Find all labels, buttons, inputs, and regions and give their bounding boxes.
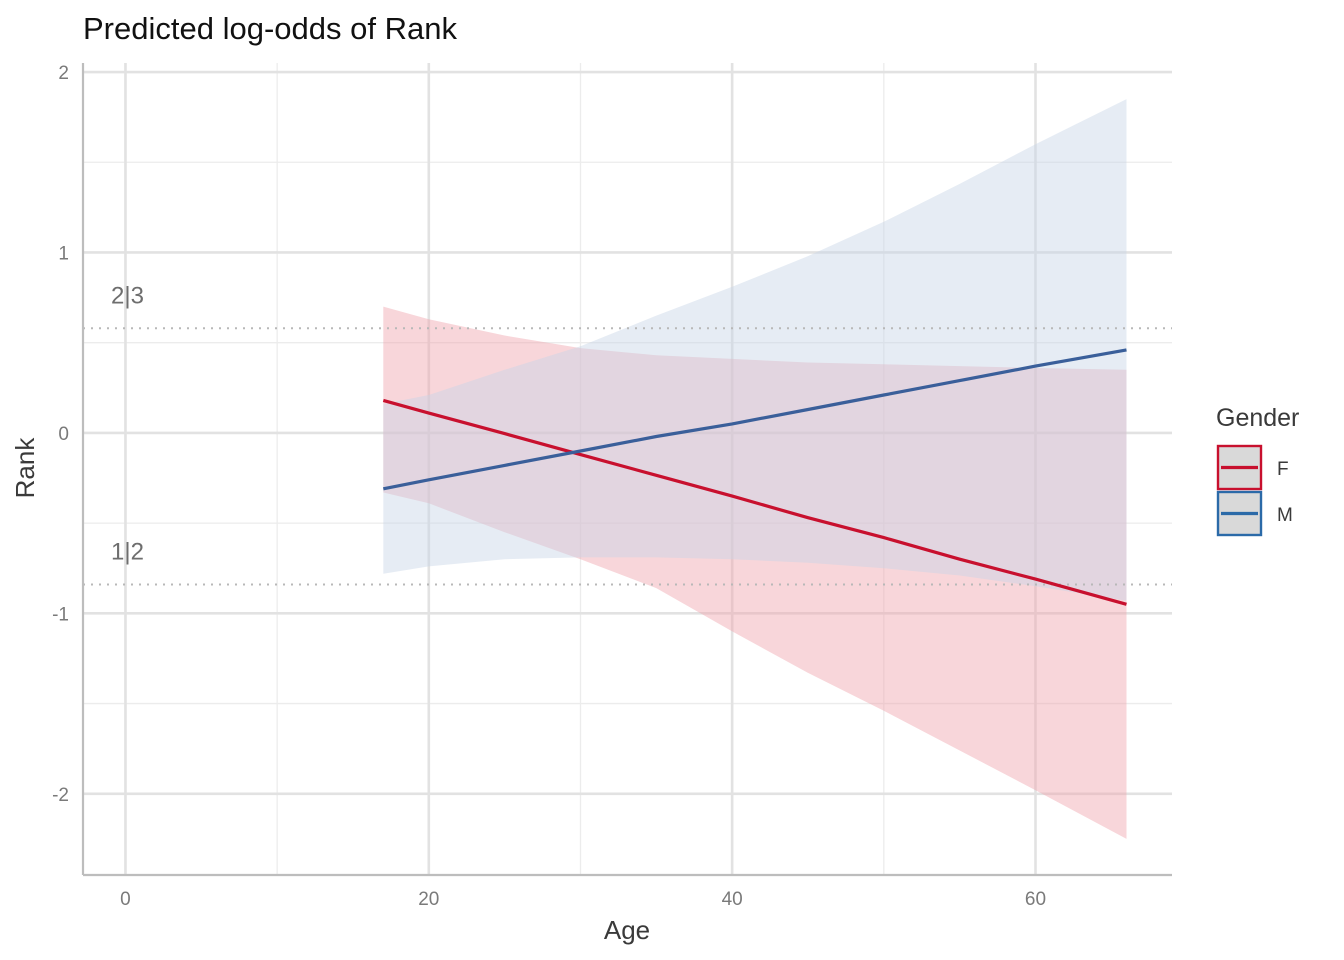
x-tick-label: 20 <box>418 889 439 910</box>
band-m <box>383 99 1127 601</box>
y-tick-label: -1 <box>52 604 69 625</box>
axes <box>81 63 1172 877</box>
legend-key-m: M <box>1216 490 1293 537</box>
threshold-lines: 2|3 1|2 <box>83 282 1172 586</box>
chart-title: Predicted log-odds of Rank <box>83 11 457 46</box>
x-tick-label: 60 <box>1025 889 1046 910</box>
grid <box>83 63 1172 875</box>
confidence-bands <box>383 99 1127 839</box>
legend: Gender F M <box>1216 404 1299 537</box>
band-f <box>383 306 1127 839</box>
y-tick-label: 0 <box>58 424 69 445</box>
y-tick-label: 2 <box>58 63 69 84</box>
y-axis-title: Rank <box>10 437 40 499</box>
threshold-label: 1|2 <box>111 538 144 565</box>
legend-label: F <box>1277 459 1289 480</box>
legend-key-f: F <box>1216 444 1289 491</box>
x-tick-label: 0 <box>120 889 131 910</box>
threshold-label: 2|3 <box>111 282 144 309</box>
x-tick-label: 40 <box>722 889 743 910</box>
y-tick-label: 1 <box>58 243 69 264</box>
legend-title: Gender <box>1216 404 1299 432</box>
line-f <box>382 398 1127 606</box>
line-m <box>382 348 1127 491</box>
x-axis-title: Age <box>604 915 650 945</box>
series-lines <box>382 348 1127 606</box>
y-tick-label: -2 <box>52 785 69 806</box>
tick-labels: 0 20 40 60 -2 -1 0 1 2 <box>52 63 1046 910</box>
legend-label: M <box>1277 505 1293 526</box>
